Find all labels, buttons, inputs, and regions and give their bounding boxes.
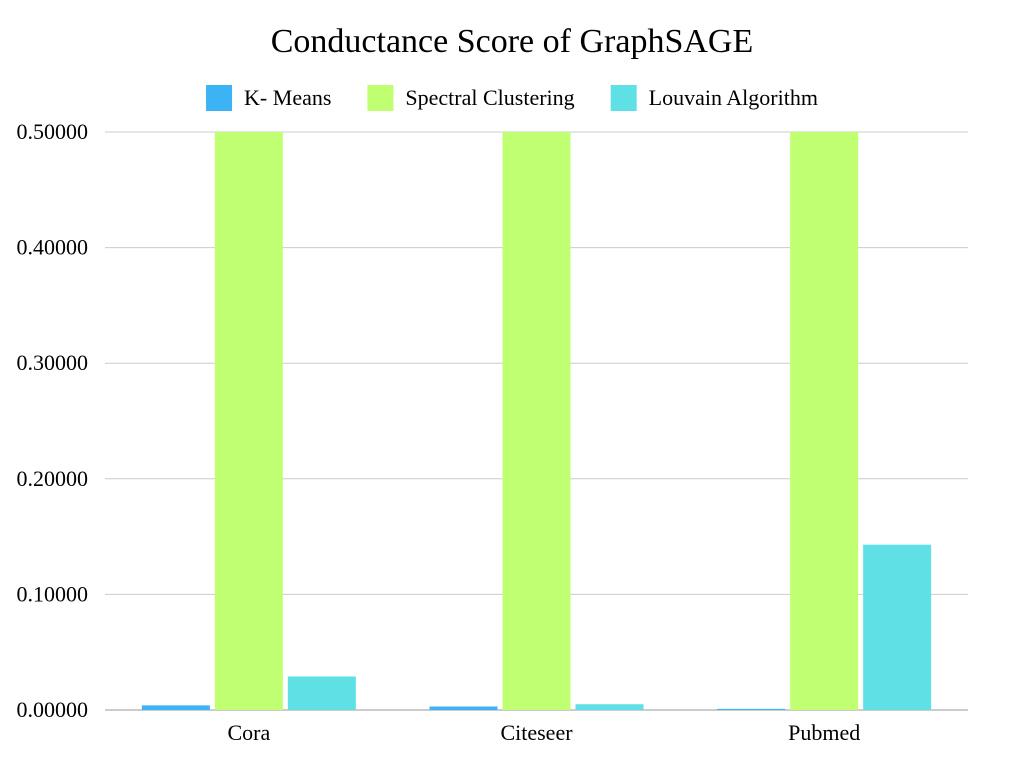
legend-swatch — [206, 85, 233, 111]
legend-swatch — [367, 85, 394, 111]
bar-louvain-algorithm-pubmed — [863, 544, 932, 710]
y-tick-label: 0.20000 — [17, 466, 89, 491]
bar-louvain-algorithm-citeseer — [575, 704, 644, 710]
x-axis-categories: Cora Citeseer Pubmed — [227, 720, 860, 745]
y-tick-label: 0.00000 — [17, 697, 89, 722]
bars — [141, 132, 932, 710]
legend-label: Louvain Algorithm — [649, 85, 818, 110]
bar-spectral-clustering-cora — [214, 132, 283, 710]
bar-k-means-cora — [141, 705, 210, 710]
y-axis-ticks: 0.00000 0.10000 0.20000 0.30000 0.40000 0.500… — [17, 119, 89, 722]
chart-title: Conductance Score of GraphSAGE — [271, 23, 753, 60]
bar-spectral-clustering-citeseer — [502, 132, 571, 710]
x-category-label: Citeseer — [500, 720, 573, 745]
bar-k-means-citeseer — [429, 706, 498, 710]
legend-swatch — [610, 85, 637, 111]
legend: K- Means Spectral Clustering Louvain Algor… — [206, 85, 818, 111]
bar-k-means-pubmed — [717, 708, 786, 710]
y-tick-label: 0.30000 — [17, 350, 89, 375]
y-tick-label: 0.10000 — [17, 581, 89, 606]
bar-louvain-algorithm-cora — [287, 676, 356, 710]
x-category-label: Cora — [227, 720, 270, 745]
legend-label: K- Means — [244, 85, 331, 110]
x-category-label: Pubmed — [788, 720, 860, 745]
bar-spectral-clustering-pubmed — [790, 132, 859, 710]
y-tick-label: 0.40000 — [17, 235, 89, 260]
legend-label: Spectral Clustering — [405, 85, 574, 110]
y-tick-label: 0.50000 — [17, 119, 89, 144]
